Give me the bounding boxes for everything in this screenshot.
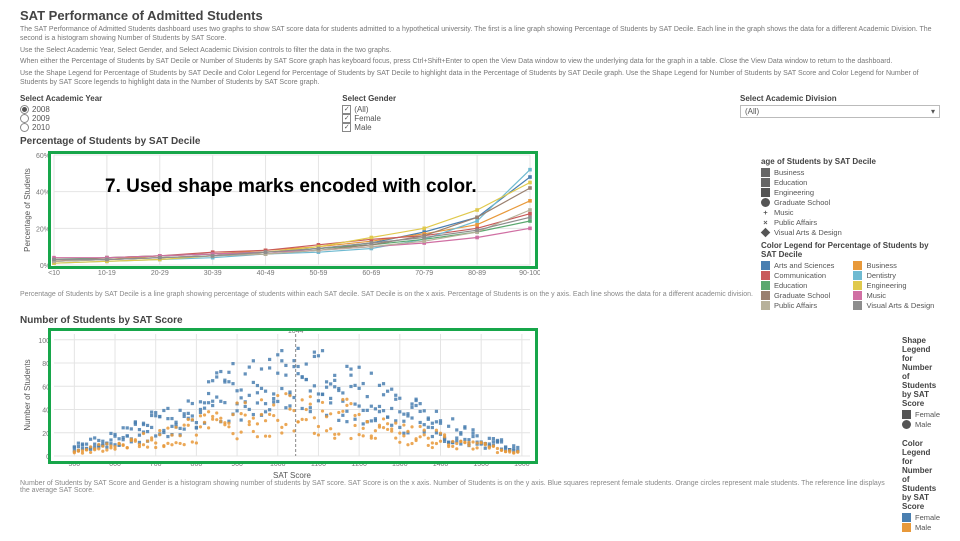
svg-text:1500: 1500 — [473, 461, 489, 468]
legend-item[interactable]: Male — [902, 523, 940, 532]
svg-text:60%: 60% — [36, 153, 50, 160]
svg-text:20%: 20% — [36, 226, 50, 233]
legend-item[interactable]: +Music — [761, 208, 940, 217]
desc-1: The SAT Performance of Admitted Students… — [20, 26, 940, 44]
legend-item[interactable]: Female — [902, 410, 940, 419]
legend-item[interactable]: Engineering — [853, 281, 940, 290]
filter-gender: Select Gender (All)FemaleMale — [342, 94, 396, 132]
svg-text:100: 100 — [38, 337, 50, 344]
chart2-legends: Shape Legend for Number of Students by S… — [902, 328, 940, 533]
svg-text:40%: 40% — [36, 189, 50, 196]
filter-year-label: Select Academic Year — [20, 94, 102, 103]
svg-text:1400: 1400 — [433, 461, 449, 468]
svg-text:1100: 1100 — [311, 461, 326, 468]
svg-text:40-49: 40-49 — [257, 270, 275, 277]
svg-text:1200: 1200 — [351, 461, 367, 468]
legend-item[interactable]: Visual Arts & Design — [761, 228, 940, 237]
legend-item[interactable]: Business — [761, 168, 940, 177]
svg-text:40: 40 — [42, 407, 50, 414]
chart2-color-legend-title: Color Legend for Number of Students by S… — [902, 439, 940, 511]
svg-text:0%: 0% — [40, 263, 50, 270]
legend-item[interactable]: Arts and Sciences — [761, 261, 848, 270]
svg-text:1000: 1000 — [270, 461, 286, 468]
chart1-caption: Percentage of Students by SAT Decile is … — [20, 291, 753, 298]
svg-text:20: 20 — [42, 430, 50, 437]
legend-item[interactable]: Female — [902, 513, 940, 522]
svg-text:90-100: 90-100 — [519, 270, 540, 277]
gender-option-female[interactable]: Female — [342, 114, 396, 123]
gender-option-all[interactable]: (All) — [342, 105, 396, 114]
svg-text:0: 0 — [46, 454, 50, 461]
svg-text:900: 900 — [231, 461, 243, 468]
legend-item[interactable]: Graduate School — [761, 198, 940, 207]
chart2-title: Number of Students by SAT Score — [20, 315, 940, 326]
page-title: SAT Performance of Admitted Students — [20, 8, 940, 23]
svg-text:80-89: 80-89 — [468, 270, 486, 277]
year-option-2008[interactable]: 2008 — [20, 105, 102, 114]
legend-item[interactable]: ×Public Affairs — [761, 218, 940, 227]
svg-text:500: 500 — [68, 461, 80, 468]
chevron-down-icon: ▾ — [931, 107, 935, 116]
desc-4: Use the Shape Legend for Percentage of S… — [20, 70, 940, 88]
legend-item[interactable]: Music — [853, 291, 940, 300]
annotation-text: 7. Used shape marks encoded with color. — [105, 176, 477, 198]
desc-2: Use the Select Academic Year, Select Gen… — [20, 47, 940, 56]
chart1-color-legend-title: Color Legend for Percentage of Students … — [761, 241, 940, 259]
chart2[interactable]: 0 20 40 60 80 100 500 600 700 800 900 1000 1100 1200 1… — [20, 328, 540, 478]
chart1-legends: age of Students by SAT DecileBusinessEdu… — [761, 149, 940, 311]
svg-text:1600: 1600 — [514, 461, 530, 468]
svg-text:70-79: 70-79 — [415, 270, 433, 277]
filter-division-label: Select Academic Division — [740, 94, 940, 103]
svg-text:60-69: 60-69 — [362, 270, 380, 277]
legend-item[interactable]: Business — [853, 261, 940, 270]
legend-item[interactable]: Education — [761, 178, 940, 187]
svg-text:10-19: 10-19 — [98, 270, 116, 277]
division-select-value: (All) — [745, 107, 759, 116]
gender-option-male[interactable]: Male — [342, 123, 396, 132]
desc-3: When either the Percentage of Students b… — [20, 58, 940, 67]
svg-text:60: 60 — [42, 384, 50, 391]
svg-text:Number of Students: Number of Students — [23, 359, 32, 430]
filter-bar: Select Academic Year 200820092010 Select… — [20, 94, 940, 132]
filter-gender-label: Select Gender — [342, 94, 396, 103]
chart1-shape-legend-title: age of Students by SAT Decile — [761, 157, 940, 166]
svg-text:1044: 1044 — [288, 328, 304, 335]
svg-text:Percentage of Students: Percentage of Students — [23, 168, 32, 252]
filter-division: Select Academic Division (All) ▾ — [740, 94, 940, 132]
svg-text:30-39: 30-39 — [204, 270, 222, 277]
legend-item[interactable]: Dentistry — [853, 271, 940, 280]
year-option-2009[interactable]: 2009 — [20, 114, 102, 123]
year-option-2010[interactable]: 2010 — [20, 123, 102, 132]
legend-item[interactable]: Education — [761, 281, 848, 290]
svg-text:800: 800 — [191, 461, 203, 468]
svg-text:80: 80 — [42, 361, 50, 368]
svg-text:700: 700 — [150, 461, 162, 468]
legend-item[interactable]: Public Affairs — [761, 301, 848, 310]
chart2-caption: Number of Students by SAT Score and Gend… — [20, 480, 894, 494]
legend-item[interactable]: Visual Arts & Design — [853, 301, 940, 310]
svg-text:SAT Score: SAT Score — [273, 471, 311, 478]
legend-item[interactable]: Graduate School — [761, 291, 848, 300]
legend-item[interactable]: Communication — [761, 271, 848, 280]
svg-text:1300: 1300 — [392, 461, 408, 468]
svg-text:20-29: 20-29 — [151, 270, 169, 277]
svg-text:600: 600 — [109, 461, 121, 468]
chart2-shape-legend-title: Shape Legend for Number of Students by S… — [902, 336, 940, 408]
legend-item[interactable]: Male — [902, 420, 940, 429]
svg-text:<10: <10 — [48, 270, 60, 277]
chart1-title: Percentage of Students by SAT Decile — [20, 136, 940, 147]
legend-item[interactable]: Engineering — [761, 188, 940, 197]
chart1[interactable]: 0% 20% 40% 60% <10 10-19 20-29 30-39 40-49 50-59 6… — [20, 149, 540, 289]
division-select[interactable]: (All) ▾ — [740, 105, 940, 118]
filter-year: Select Academic Year 200820092010 — [20, 94, 102, 132]
svg-text:50-59: 50-59 — [309, 270, 327, 277]
